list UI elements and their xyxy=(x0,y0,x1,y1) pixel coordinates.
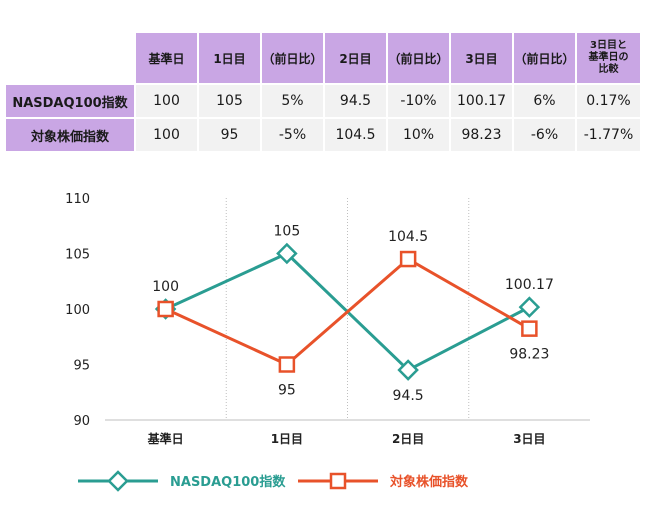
table-cell: -6% xyxy=(514,119,577,153)
data-point xyxy=(399,250,417,268)
table-cell: -1.77% xyxy=(577,119,642,153)
table-cell: 0.17% xyxy=(577,85,642,119)
legend-marker xyxy=(107,470,129,492)
legend-marker xyxy=(329,472,347,490)
y-tick-label: 100 xyxy=(65,303,90,318)
table-header-cell: 基準日 xyxy=(136,33,199,85)
data-point xyxy=(521,320,538,337)
table-header-cell: （前日比） xyxy=(262,33,325,85)
data-point xyxy=(397,359,419,381)
table-header-cell: 3日目と 基準日の 比較 xyxy=(577,33,642,85)
table-header-cell: 2日目 xyxy=(325,33,388,85)
data-label: 104.5 xyxy=(388,229,428,245)
table-header-cell: 3日目 xyxy=(451,33,514,85)
table-cell: 105 xyxy=(199,85,262,119)
table-header-cell: 1日目 xyxy=(199,33,262,85)
legend-label: NASDAQ100指数 xyxy=(170,474,286,490)
y-tick-label: 105 xyxy=(65,248,90,263)
data-table: 基準日 1日目 （前日比） 2日目 （前日比） 3日目 （前日比） 3日目と 基準… xyxy=(6,33,642,153)
table-cell: 94.5 xyxy=(325,85,388,119)
x-tick-label: 基準日 xyxy=(147,431,184,446)
data-label: 100.17 xyxy=(505,277,554,293)
table-header-cell: （前日比） xyxy=(514,33,577,85)
table-cell: 104.5 xyxy=(325,119,388,153)
y-tick-label: 90 xyxy=(73,414,90,429)
data-label: 98.23 xyxy=(509,347,549,363)
legend-label: 対象株価指数 xyxy=(389,474,469,490)
table-cell: 100.17 xyxy=(451,85,514,119)
data-point xyxy=(518,296,541,318)
x-tick-label: 1日目 xyxy=(271,432,303,446)
table-header-row: 基準日 1日目 （前日比） 2日目 （前日比） 3日目 （前日比） 3日目と 基準… xyxy=(6,33,642,85)
series-line xyxy=(165,257,531,367)
x-tick-label: 2日目 xyxy=(392,432,424,446)
table-cell: 100 xyxy=(136,119,199,153)
table-cell: 10% xyxy=(388,119,451,153)
x-tick-label: 3日目 xyxy=(513,432,545,446)
table-cell: 100 xyxy=(136,85,199,119)
table-cell: 5% xyxy=(262,85,325,119)
table-cell: 95 xyxy=(199,119,262,153)
table-row: 対象株価指数 100 95 -5% 104.5 10% 98.23 -6% -1… xyxy=(6,119,642,153)
data-label: 100 xyxy=(152,279,179,295)
table-cell: 98.23 xyxy=(451,119,514,153)
data-point xyxy=(276,242,298,265)
data-label: 94.5 xyxy=(393,388,424,404)
table-cell: 6% xyxy=(514,85,577,119)
y-tick-label: 95 xyxy=(73,359,90,374)
data-label: 105 xyxy=(274,224,301,240)
table-header-cell xyxy=(6,33,136,85)
table-cell: -10% xyxy=(388,85,451,119)
table-header-cell: （前日比） xyxy=(388,33,451,85)
data-point xyxy=(278,356,296,373)
table-row-label: 対象株価指数 xyxy=(6,119,136,153)
data-point xyxy=(157,300,174,318)
table-row: NASDAQ100指数 100 105 5% 94.5 -10% 100.17 … xyxy=(6,85,642,119)
table-row-label: NASDAQ100指数 xyxy=(6,85,136,119)
data-label: 95 xyxy=(278,383,296,399)
y-tick-label: 110 xyxy=(65,192,90,207)
table-cell: -5% xyxy=(262,119,325,153)
